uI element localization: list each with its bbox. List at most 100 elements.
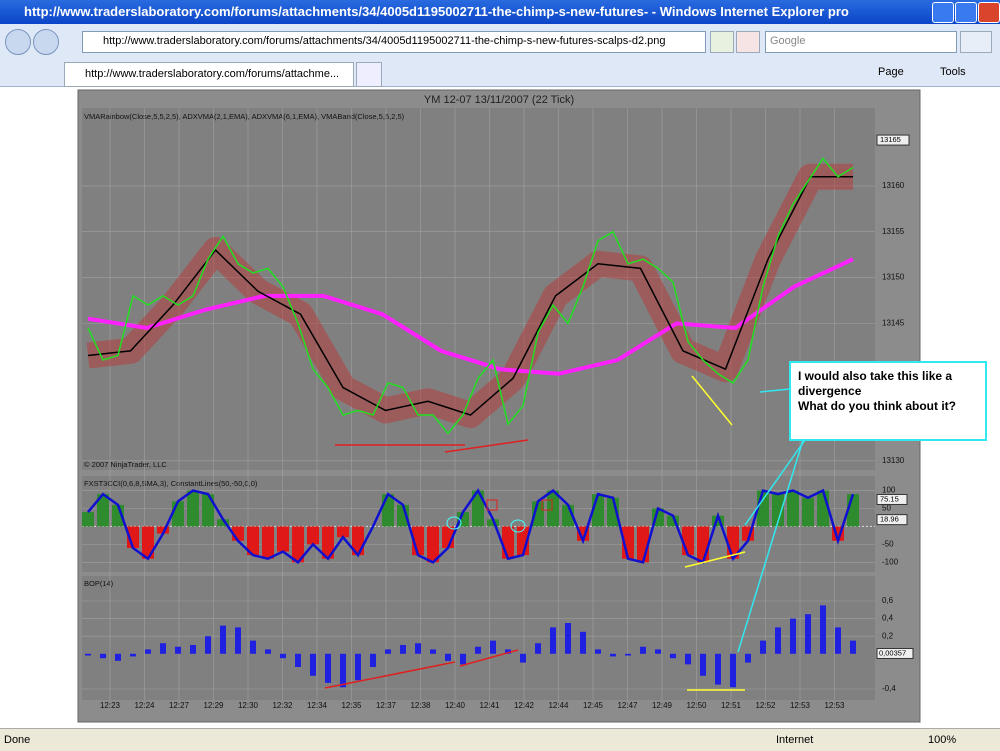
cci-line bbox=[87, 488, 855, 565]
bop-marker-box bbox=[876, 647, 914, 659]
bop-bar bbox=[835, 627, 841, 654]
address-text: http://www.traderslaboratory.com/forums/… bbox=[103, 35, 666, 47]
bop-bar bbox=[295, 653, 301, 667]
bop-bar bbox=[595, 649, 601, 654]
refresh-button[interactable] bbox=[710, 31, 734, 53]
nav-bar: http://www.traderslaboratory.com/forums/… bbox=[0, 24, 1000, 60]
page-menu[interactable]: Page bbox=[878, 66, 904, 78]
cci-marker-label: 75.15 bbox=[880, 494, 899, 503]
window-title: http://www.traderslaboratory.com/forums/… bbox=[24, 4, 849, 19]
x-tick-label: 12:41 bbox=[479, 701, 500, 710]
search-box[interactable]: Google bbox=[765, 31, 957, 53]
forward-button[interactable] bbox=[33, 29, 59, 55]
bop-bar bbox=[400, 644, 406, 654]
search-button[interactable] bbox=[960, 31, 992, 53]
bop-bar bbox=[175, 646, 181, 654]
bop-bar bbox=[280, 653, 286, 659]
divergence-line bbox=[324, 661, 456, 689]
x-tick-label: 12:32 bbox=[272, 701, 293, 710]
bop-bar bbox=[790, 618, 796, 654]
cci-bar bbox=[802, 497, 814, 527]
cci-bar bbox=[787, 490, 799, 527]
cci-marker-label: 18.96 bbox=[880, 515, 899, 524]
new-tab[interactable] bbox=[356, 62, 382, 87]
bop-bar bbox=[805, 614, 811, 654]
x-tick-label: 12:30 bbox=[238, 701, 259, 710]
x-tick-label: 12:24 bbox=[134, 701, 155, 710]
bop-bar bbox=[685, 653, 691, 665]
cci-bar bbox=[457, 512, 469, 527]
bop-bar bbox=[745, 653, 751, 663]
bop-bar bbox=[670, 653, 676, 659]
cci-bar bbox=[172, 501, 184, 527]
bop-bar bbox=[505, 649, 511, 654]
cci-bar bbox=[487, 519, 499, 527]
cci-bar bbox=[502, 526, 514, 559]
chart-title: YM 12-07 13/11/2007 (22 Tick) bbox=[424, 94, 574, 106]
close-button[interactable] bbox=[978, 2, 1000, 23]
divergence-line bbox=[459, 649, 519, 667]
bop-bar bbox=[460, 653, 466, 665]
bop-bar bbox=[820, 605, 826, 654]
square-marker bbox=[541, 499, 553, 511]
x-tick-label: 12:45 bbox=[583, 701, 604, 710]
x-tick-label: 12:53 bbox=[790, 701, 811, 710]
bop-bar bbox=[535, 643, 541, 654]
cci-bar bbox=[247, 526, 259, 556]
bop-bar bbox=[490, 640, 496, 654]
tab-bar: http://www.traderslaboratory.com/forums/… bbox=[0, 60, 1000, 87]
bop-bar bbox=[520, 653, 526, 663]
x-tick-label: 12:23 bbox=[100, 701, 121, 710]
minimize-button[interactable] bbox=[932, 2, 954, 23]
tab[interactable]: http://www.traderslaboratory.com/forums/… bbox=[64, 62, 354, 87]
y-tick-label: 0,4 bbox=[882, 614, 894, 623]
y-tick-label: 13130 bbox=[882, 456, 905, 465]
x-tick-label: 12:53 bbox=[824, 701, 845, 710]
circle-marker bbox=[446, 516, 462, 530]
bop-bar bbox=[760, 640, 766, 654]
x-tick-label: 12:38 bbox=[410, 701, 431, 710]
bop-bar bbox=[130, 653, 136, 657]
cci-bar bbox=[667, 515, 679, 527]
address-bar[interactable]: http://www.traderslaboratory.com/forums/… bbox=[82, 31, 706, 53]
x-tick-label: 12:27 bbox=[169, 701, 190, 710]
bop-bar bbox=[160, 643, 166, 654]
bop-bar bbox=[580, 631, 586, 654]
y-tick-label: 13160 bbox=[882, 181, 905, 190]
bop-bar bbox=[700, 653, 706, 676]
zoom-text[interactable]: 100% bbox=[928, 734, 957, 746]
x-tick-label: 12:50 bbox=[686, 701, 707, 710]
y-tick-label: 0,2 bbox=[882, 631, 894, 640]
cci-bar bbox=[157, 526, 169, 534]
title-bar: http://www.traderslaboratory.com/forums/… bbox=[0, 0, 1000, 24]
cci-bar bbox=[697, 526, 709, 563]
status-bar: Done Internet 100% bbox=[0, 728, 1000, 751]
y-tick-label: 13150 bbox=[882, 273, 905, 282]
bop-bar bbox=[715, 653, 721, 685]
cci-bar bbox=[292, 526, 304, 563]
x-tick-label: 12:52 bbox=[755, 701, 776, 710]
indicator-label: VMARainbow(Close,5,5,2,5), ADXVMA(2,1,EM… bbox=[84, 112, 405, 121]
cci-label: FXST3CCI(0,6,8,SMA,3), ConstantLines(50,… bbox=[84, 479, 258, 488]
cci-bar bbox=[97, 494, 109, 527]
x-tick-label: 12:44 bbox=[548, 701, 569, 710]
bop-bar bbox=[415, 643, 421, 654]
annotation-line: divergence bbox=[798, 384, 862, 398]
bop-bar bbox=[445, 653, 451, 661]
maximize-button[interactable] bbox=[955, 2, 977, 23]
bop-bar bbox=[220, 625, 226, 654]
tools-menu[interactable]: Tools bbox=[940, 66, 966, 78]
x-tick-label: 12:40 bbox=[445, 701, 466, 710]
chart: YM 12-07 13/11/2007 (22 Tick) VMARainbow… bbox=[0, 87, 1000, 727]
cci-bar bbox=[187, 490, 199, 527]
back-button[interactable] bbox=[5, 29, 31, 55]
stop-button[interactable] bbox=[736, 31, 760, 53]
cci-bar bbox=[382, 494, 394, 527]
tab-title: http://www.traderslaboratory.com/forums/… bbox=[85, 68, 340, 80]
bop-bar bbox=[655, 649, 661, 654]
bop-bar bbox=[145, 649, 151, 654]
bop-bar bbox=[640, 646, 646, 654]
bop-bar bbox=[625, 653, 631, 656]
bop-bar bbox=[85, 653, 91, 656]
yellow-arrows bbox=[684, 375, 746, 691]
